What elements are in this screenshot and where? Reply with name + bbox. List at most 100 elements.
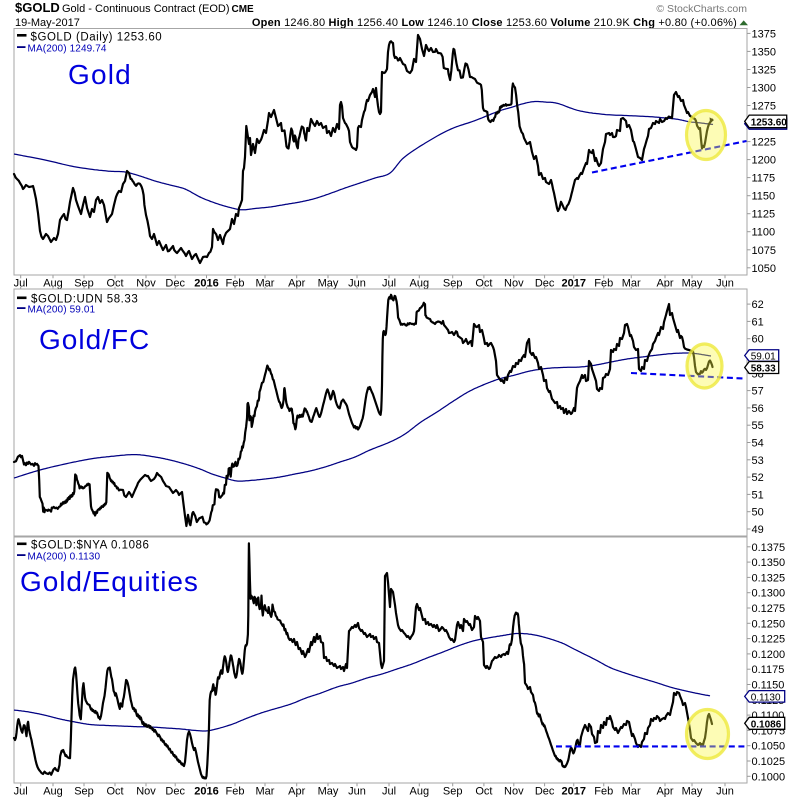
svg-text:May: May — [682, 785, 703, 797]
svg-text:0.1275: 0.1275 — [752, 603, 786, 615]
svg-text:Mar: Mar — [256, 785, 275, 797]
svg-text:Jun: Jun — [348, 785, 366, 797]
svg-text:0.1350: 0.1350 — [752, 557, 786, 569]
svg-text:MA(200) 1249.74: MA(200) 1249.74 — [28, 44, 107, 55]
svg-text:Aug: Aug — [410, 277, 430, 289]
svg-text:Feb: Feb — [594, 785, 613, 797]
svg-text:0.1130: 0.1130 — [751, 692, 781, 703]
svg-text:1300: 1300 — [752, 83, 776, 95]
svg-text:0.1050: 0.1050 — [752, 741, 786, 753]
svg-text:0.1000: 0.1000 — [752, 771, 786, 783]
svg-text:Nov: Nov — [504, 277, 524, 289]
svg-text:1225: 1225 — [752, 137, 776, 149]
svg-text:1075: 1075 — [752, 245, 776, 257]
svg-text:Sep: Sep — [443, 785, 463, 797]
svg-text:Feb: Feb — [594, 277, 613, 289]
svg-text:57: 57 — [752, 386, 764, 398]
svg-text:56: 56 — [752, 403, 764, 415]
svg-text:Gold/FC: Gold/FC — [39, 324, 150, 355]
svg-text:1325: 1325 — [752, 65, 776, 77]
svg-text:Gold/Equities: Gold/Equities — [20, 566, 199, 597]
svg-text:60: 60 — [752, 334, 764, 346]
svg-text:Aug: Aug — [43, 785, 63, 797]
svg-text:0.1150: 0.1150 — [752, 680, 785, 692]
svg-text:1253.60: 1253.60 — [751, 117, 788, 128]
svg-text:Jun: Jun — [348, 277, 366, 289]
svg-text:Mar: Mar — [256, 277, 275, 289]
svg-text:2016: 2016 — [194, 277, 218, 289]
svg-text:1100: 1100 — [752, 227, 776, 239]
svg-text:$GOLD (Daily) 1253.60: $GOLD (Daily) 1253.60 — [31, 32, 163, 44]
svg-text:19-May-2017: 19-May-2017 — [15, 17, 80, 29]
svg-text:1375: 1375 — [752, 28, 776, 40]
svg-text:Nov: Nov — [136, 785, 156, 797]
svg-text:Jul: Jul — [14, 785, 28, 797]
svg-text:55: 55 — [752, 420, 764, 432]
svg-text:1150: 1150 — [752, 191, 776, 203]
svg-text:1050: 1050 — [752, 263, 776, 275]
svg-text:May: May — [682, 277, 703, 289]
svg-text:0.1175: 0.1175 — [752, 664, 785, 676]
svg-text:Apr: Apr — [288, 277, 305, 289]
svg-text:0.1025: 0.1025 — [752, 756, 786, 768]
svg-text:Apr: Apr — [656, 785, 673, 797]
svg-text:Dec: Dec — [535, 277, 555, 289]
svg-text:Apr: Apr — [656, 277, 673, 289]
svg-text:2017: 2017 — [562, 785, 586, 797]
svg-text:Oct: Oct — [475, 785, 492, 797]
svg-text:Jul: Jul — [382, 277, 396, 289]
svg-text:Jun: Jun — [716, 785, 734, 797]
svg-text:Gold - Continuous Contract (EO: Gold - Continuous Contract (EOD) — [62, 3, 230, 15]
svg-text:0.1200: 0.1200 — [752, 649, 786, 661]
svg-text:Jun: Jun — [716, 277, 734, 289]
svg-text:Mar: Mar — [622, 277, 641, 289]
svg-text:Oct: Oct — [475, 277, 492, 289]
svg-text:Nov: Nov — [504, 785, 524, 797]
svg-text:Feb: Feb — [226, 785, 245, 797]
svg-text:1125: 1125 — [752, 209, 776, 221]
svg-text:Dec: Dec — [535, 785, 555, 797]
svg-text:Apr: Apr — [288, 785, 305, 797]
svg-text:$GOLD:$NYA 0.1086: $GOLD:$NYA 0.1086 — [31, 540, 149, 552]
svg-text:MA(200) 0.1130: MA(200) 0.1130 — [28, 552, 101, 563]
svg-text:49: 49 — [752, 524, 764, 536]
svg-text:1200: 1200 — [752, 155, 776, 167]
svg-text:53: 53 — [752, 455, 764, 467]
svg-text:Jul: Jul — [14, 277, 28, 289]
svg-text:58.33: 58.33 — [751, 364, 776, 375]
svg-text:2016: 2016 — [194, 785, 218, 797]
svg-text:Dec: Dec — [165, 277, 185, 289]
svg-text:Oct: Oct — [106, 785, 123, 797]
svg-text:Nov: Nov — [136, 277, 156, 289]
svg-text:1275: 1275 — [752, 101, 776, 113]
svg-text:Jul: Jul — [382, 785, 396, 797]
svg-text:59.01: 59.01 — [751, 352, 776, 363]
svg-text:0.1250: 0.1250 — [752, 618, 786, 630]
svg-text:2017: 2017 — [562, 277, 586, 289]
svg-text:51: 51 — [752, 489, 764, 501]
svg-text:61: 61 — [752, 316, 764, 328]
svg-text:$GOLD: $GOLD — [15, 0, 60, 15]
svg-text:Feb: Feb — [226, 277, 245, 289]
svg-text:Oct: Oct — [106, 277, 123, 289]
svg-text:1175: 1175 — [752, 173, 776, 185]
svg-text:0.1225: 0.1225 — [752, 634, 786, 646]
svg-text:May: May — [318, 785, 339, 797]
svg-text:0.1086: 0.1086 — [751, 719, 782, 730]
svg-text:Sep: Sep — [74, 785, 94, 797]
svg-text:Aug: Aug — [43, 277, 63, 289]
svg-text:54: 54 — [752, 438, 764, 450]
svg-text:52: 52 — [752, 472, 764, 484]
svg-text:Gold: Gold — [68, 59, 132, 90]
svg-text:0.1375: 0.1375 — [752, 542, 786, 554]
svg-text:MA(200) 59.01: MA(200) 59.01 — [28, 305, 96, 316]
svg-text:© StockCharts.com: © StockCharts.com — [656, 3, 747, 15]
svg-text:Dec: Dec — [165, 785, 185, 797]
svg-text:1350: 1350 — [752, 46, 776, 58]
svg-text:Aug: Aug — [410, 785, 430, 797]
svg-text:Mar: Mar — [622, 785, 641, 797]
svg-text:Sep: Sep — [74, 277, 94, 289]
svg-text:Open 1246.80 High 1256.40 Low: Open 1246.80 High 1256.40 Low 1246.10 Cl… — [252, 17, 737, 29]
svg-text:May: May — [318, 277, 339, 289]
svg-text:50: 50 — [752, 507, 764, 519]
